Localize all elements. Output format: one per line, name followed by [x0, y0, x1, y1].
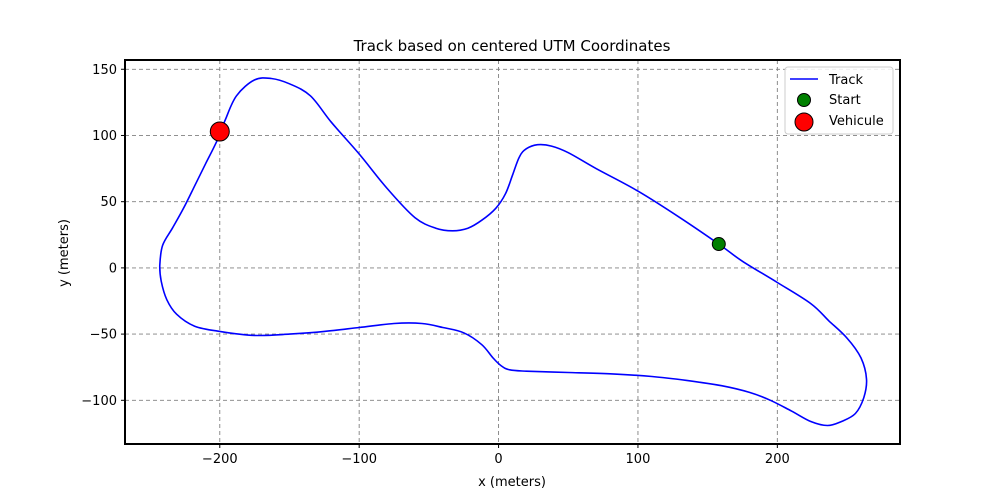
x-tick-label: 100	[626, 452, 651, 467]
x-tick-label: 0	[494, 452, 502, 467]
track-layer	[158, 77, 868, 427]
y-axis-label: y (meters)	[57, 219, 72, 287]
legend-start-label: Start	[829, 93, 861, 108]
y-tick-label: −50	[90, 328, 117, 343]
y-tick-label: 150	[92, 63, 117, 78]
vehicle-point	[209, 121, 230, 142]
tick-layer: −200 −100 0 100 200 −100 −50 0 50 100 150	[81, 63, 789, 467]
x-tick-label: −100	[341, 452, 377, 467]
y-tick-label: −100	[81, 394, 117, 409]
y-tick-label: 0	[109, 261, 117, 276]
track-line	[158, 77, 868, 427]
legend-vehicle-swatch	[794, 112, 814, 132]
legend: Track Start Vehicule	[784, 66, 894, 135]
legend-track-label: Track	[828, 73, 863, 88]
x-axis-label: x (meters)	[478, 475, 546, 490]
legend-vehicle-label: Vehicule	[829, 114, 884, 129]
legend-start-swatch	[797, 93, 811, 107]
x-tick-label: 200	[765, 452, 790, 467]
y-tick-label: 100	[92, 129, 117, 144]
marker-layer	[209, 121, 726, 252]
grid-layer	[125, 60, 900, 444]
y-tick-label: 50	[100, 195, 117, 210]
plot-frame	[124, 59, 901, 445]
x-tick-label: −200	[202, 452, 238, 467]
start-point	[711, 237, 726, 252]
chart-title: Track based on centered UTM Coordinates	[353, 37, 671, 55]
